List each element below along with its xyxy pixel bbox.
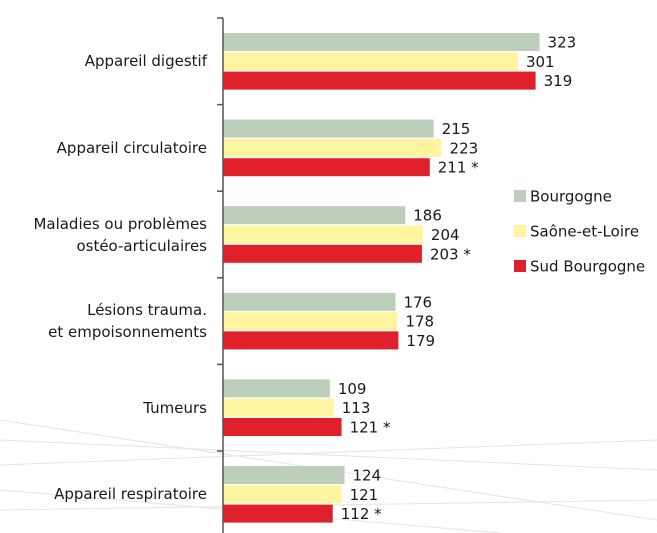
bar (223, 331, 399, 350)
value-label: 109 (338, 380, 367, 398)
bar (223, 398, 334, 417)
category-label: Maladies ou problèmes ostéo-articulaires (33, 214, 207, 255)
value-label: 113 (342, 399, 371, 417)
value-label: 211 * (438, 159, 479, 177)
bar (223, 71, 536, 90)
legend-swatch (514, 225, 526, 237)
bar (223, 225, 423, 244)
bar (223, 292, 396, 311)
bar (223, 466, 345, 484)
bar (223, 485, 342, 504)
legend-label: Saône-et-Loire (530, 223, 639, 241)
value-label: 124 (353, 467, 382, 485)
value-label: 223 (450, 139, 479, 157)
legend-label: Sud Bourgogne (530, 258, 645, 276)
legend-label: Bourgogne (530, 188, 612, 206)
bar (223, 379, 330, 398)
value-label: 121 (350, 486, 379, 504)
legend-swatch (514, 190, 526, 202)
value-label: 215 (442, 120, 471, 138)
value-label: 178 (405, 313, 434, 331)
bar (223, 158, 430, 177)
value-label: 121 * (350, 419, 391, 437)
bar (223, 418, 342, 436)
value-label: 112 * (341, 505, 382, 523)
value-label: 176 (403, 293, 432, 311)
bar (223, 52, 518, 71)
legend-swatch (514, 260, 526, 272)
bar (223, 33, 540, 51)
bar (223, 206, 406, 225)
category-label: Appareil digestif (84, 52, 207, 71)
value-label: 203 * (430, 245, 471, 263)
value-label: 319 (544, 72, 573, 90)
bar (223, 244, 422, 263)
value-label: 186 (413, 207, 442, 225)
category-label: Appareil circulatoire (56, 138, 207, 157)
value-label: 204 (431, 226, 460, 244)
value-label: 179 (406, 332, 435, 350)
category-label: Appareil respiratoire (54, 485, 207, 504)
bar (223, 504, 333, 523)
value-label: 323 (548, 34, 577, 52)
category-label: Tumeurs (143, 398, 207, 417)
bar (223, 138, 442, 157)
category-label: Lésions trauma. et empoisonnements (48, 301, 207, 342)
bar (223, 119, 434, 138)
value-label: 301 (526, 53, 555, 71)
bar (223, 312, 398, 331)
